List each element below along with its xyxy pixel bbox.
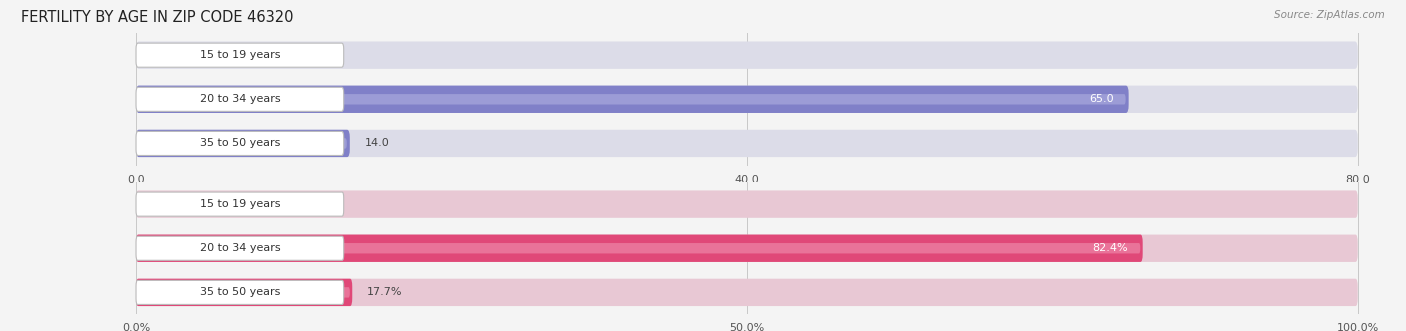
FancyBboxPatch shape [139,287,350,298]
Text: Source: ZipAtlas.com: Source: ZipAtlas.com [1274,10,1385,20]
Text: 15 to 19 years: 15 to 19 years [200,50,280,60]
FancyBboxPatch shape [136,279,1358,306]
Text: 17.7%: 17.7% [367,287,402,297]
FancyBboxPatch shape [136,235,1358,262]
FancyBboxPatch shape [136,41,1358,69]
Text: 20 to 34 years: 20 to 34 years [200,94,280,104]
FancyBboxPatch shape [136,86,1129,113]
FancyBboxPatch shape [136,130,350,157]
Text: 14.0: 14.0 [364,138,389,148]
FancyBboxPatch shape [136,131,343,156]
FancyBboxPatch shape [136,235,1143,262]
FancyBboxPatch shape [136,236,343,260]
Text: 35 to 50 years: 35 to 50 years [200,138,280,148]
FancyBboxPatch shape [136,190,1358,218]
FancyBboxPatch shape [141,138,347,149]
FancyBboxPatch shape [136,192,343,216]
Text: 65.0: 65.0 [1090,94,1114,104]
Text: 0.0: 0.0 [150,50,169,60]
FancyBboxPatch shape [139,243,1140,254]
FancyBboxPatch shape [136,87,343,111]
FancyBboxPatch shape [141,94,1126,105]
Text: 15 to 19 years: 15 to 19 years [200,199,280,209]
Text: 0.0%: 0.0% [150,199,179,209]
Text: FERTILITY BY AGE IN ZIP CODE 46320: FERTILITY BY AGE IN ZIP CODE 46320 [21,10,294,25]
FancyBboxPatch shape [136,86,1358,113]
FancyBboxPatch shape [136,280,343,305]
Text: 35 to 50 years: 35 to 50 years [200,287,280,297]
Text: 82.4%: 82.4% [1092,243,1128,253]
FancyBboxPatch shape [136,130,1358,157]
FancyBboxPatch shape [136,43,343,67]
FancyBboxPatch shape [136,279,353,306]
Text: 20 to 34 years: 20 to 34 years [200,243,280,253]
